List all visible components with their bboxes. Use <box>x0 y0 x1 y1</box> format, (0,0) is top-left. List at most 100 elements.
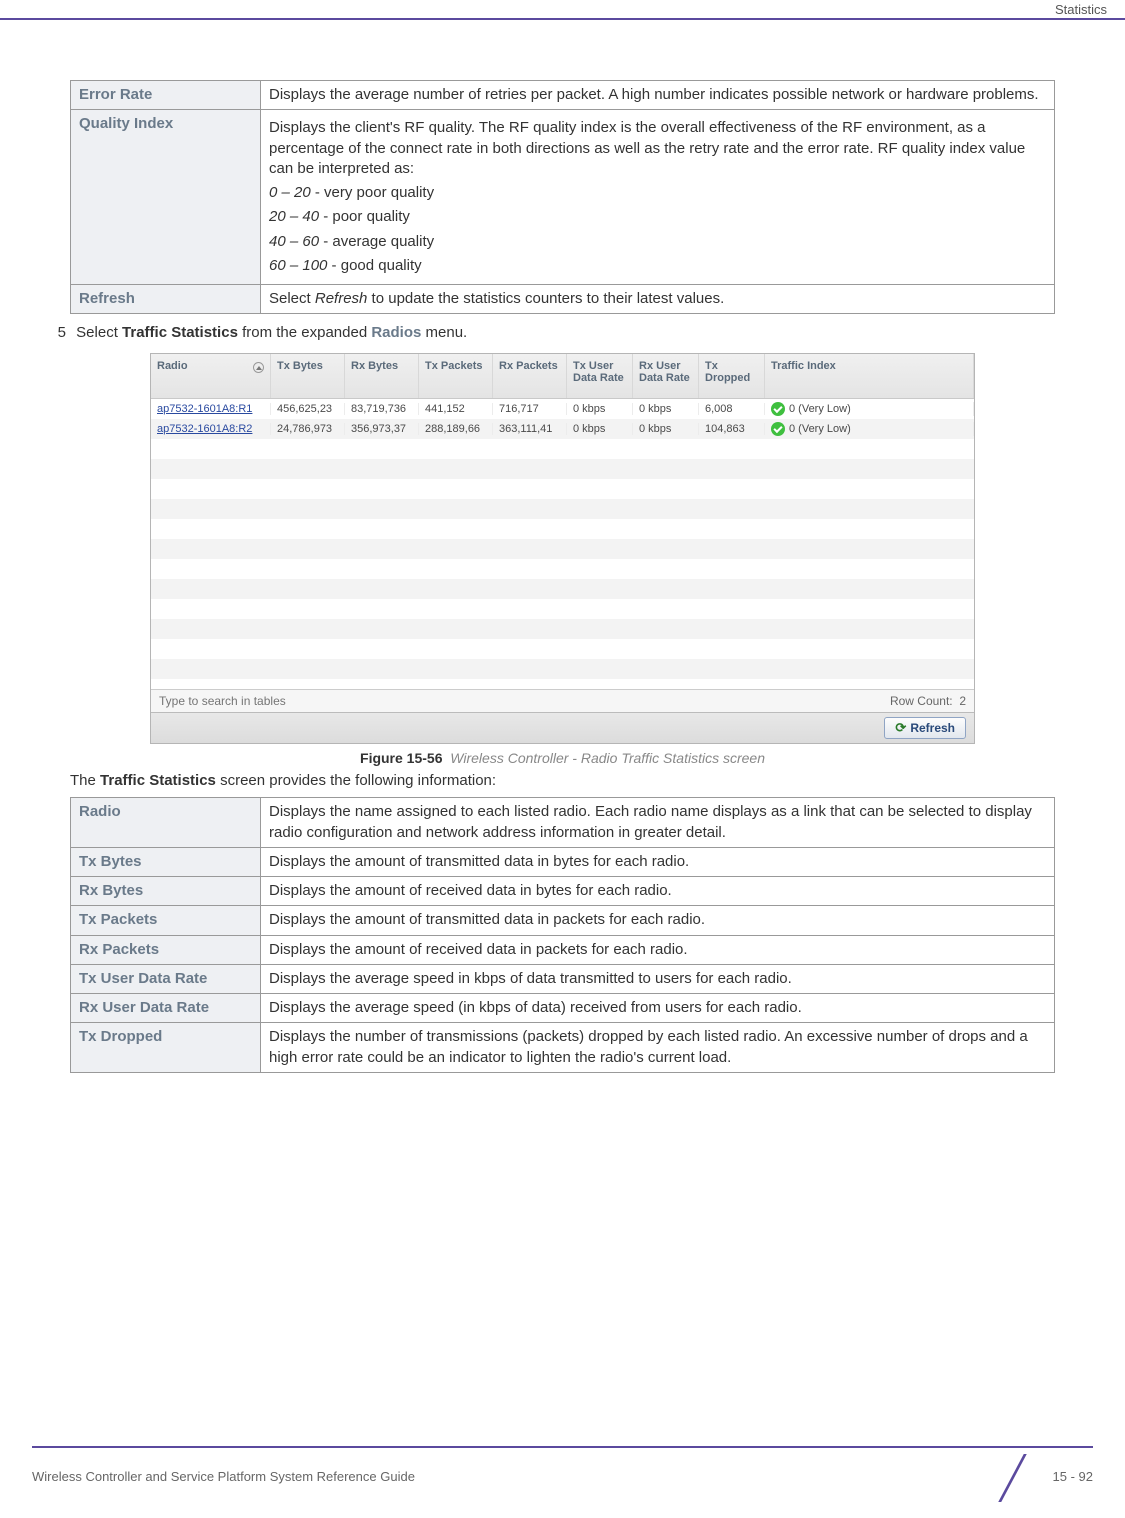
page-footer: Wireless Controller and Service Platform… <box>0 1446 1125 1496</box>
page-content: Error Rate Displays the average number o… <box>0 80 1125 1073</box>
footer-guide-title: Wireless Controller and Service Platform… <box>32 1469 415 1484</box>
col-header-txuser[interactable]: Tx User Data Rate <box>567 354 633 398</box>
cell-rxuser: 0 kbps <box>633 403 699 415</box>
table-row: Error Rate Displays the average number o… <box>71 81 1055 110</box>
col-header-radio[interactable]: Radio <box>151 354 271 398</box>
qi-range-line: 20 – 40 - poor quality <box>269 207 1046 227</box>
qi-range-line: 40 – 60 - average quality <box>269 232 1046 252</box>
footer-page-group: 15 - 92 <box>1003 1456 1093 1496</box>
qi-desc: - average quality <box>319 233 434 250</box>
col-header-rxbytes[interactable]: Rx Bytes <box>345 354 419 398</box>
qi-range-line: 0 – 20 - very poor quality <box>269 183 1046 203</box>
table-row: Rx PacketsDisplays the amount of receive… <box>71 935 1055 964</box>
cell-txbytes: 456,625,23 <box>271 403 345 415</box>
table-row: Quality Index Displays the client's RF q… <box>71 110 1055 285</box>
row-count: Row Count: 2 <box>890 694 966 708</box>
def-body: Displays the amount of transmitted data … <box>261 847 1055 876</box>
table-row: Rx User Data RateDisplays the average sp… <box>71 994 1055 1023</box>
qi-desc: - poor quality <box>319 208 410 225</box>
traffic-stats-grid: Radio Tx Bytes Rx Bytes Tx Packets Rx Pa… <box>150 353 975 744</box>
sort-icon[interactable] <box>253 362 264 373</box>
def-body: Select Refresh to update the statistics … <box>261 285 1055 314</box>
cell-txbytes: 24,786,973 <box>271 423 345 435</box>
def-label: Rx User Data Rate <box>71 994 261 1023</box>
refresh-button[interactable]: ⟳ Refresh <box>884 717 966 739</box>
col-header-txbytes[interactable]: Tx Bytes <box>271 354 345 398</box>
col-header-rxuser[interactable]: Rx User Data Rate <box>633 354 699 398</box>
cell-txpackets: 441,152 <box>419 403 493 415</box>
table-row[interactable]: ap7532-1601A8:R2 24,786,973 356,973,37 2… <box>151 419 974 439</box>
footer-rule <box>32 1446 1093 1448</box>
cell-rxbytes: 83,719,736 <box>345 403 419 415</box>
figure-caption: Figure 15-56 Wireless Controller - Radio… <box>150 750 975 766</box>
refresh-button-label: Refresh <box>910 721 955 735</box>
cell-txuser: 0 kbps <box>567 423 633 435</box>
cell-radio: ap7532-1601A8:R1 <box>151 403 271 415</box>
grid-searchbar: Row Count: 2 <box>151 689 974 712</box>
table-row: Tx PacketsDisplays the amount of transmi… <box>71 906 1055 935</box>
grid-header-row: Radio Tx Bytes Rx Bytes Tx Packets Rx Pa… <box>151 354 974 399</box>
step-bold: Traffic Statistics <box>122 324 238 341</box>
slash-icon <box>1003 1456 1043 1496</box>
table-row[interactable]: ap7532-1601A8:R1 456,625,23 83,719,736 4… <box>151 399 974 419</box>
refresh-suffix: to update the statistics counters to the… <box>367 290 724 307</box>
radio-link[interactable]: ap7532-1601A8:R1 <box>157 403 252 415</box>
def-label: Refresh <box>71 285 261 314</box>
qi-range: 40 – 60 <box>269 233 319 250</box>
cell-rxbytes: 356,973,37 <box>345 423 419 435</box>
intro-paragraph: The Traffic Statistics screen provides t… <box>70 772 1055 789</box>
qi-range: 0 – 20 <box>269 184 311 201</box>
check-icon <box>771 422 785 436</box>
refresh-icon: ⟳ <box>895 720 906 736</box>
col-header-txdropped[interactable]: Tx Dropped <box>699 354 765 398</box>
figure-caption-text: Wireless Controller - Radio Traffic Stat… <box>450 750 765 766</box>
def-label: Tx Packets <box>71 906 261 935</box>
col-header-trafficindex[interactable]: Traffic Index <box>765 354 974 398</box>
radio-link[interactable]: ap7532-1601A8:R2 <box>157 423 252 435</box>
cell-txpackets: 288,189,66 <box>419 423 493 435</box>
para-prefix: The <box>70 772 100 789</box>
para-bold: Traffic Statistics <box>100 772 216 789</box>
col-header-label: Radio <box>157 360 188 372</box>
cell-rxpackets: 716,717 <box>493 403 567 415</box>
cell-radio: ap7532-1601A8:R2 <box>151 423 271 435</box>
header-rule <box>0 18 1125 20</box>
check-icon <box>771 402 785 416</box>
def-body: Displays the number of transmissions (pa… <box>261 1023 1055 1073</box>
def-label: Tx Bytes <box>71 847 261 876</box>
qi-desc: - good quality <box>327 257 421 274</box>
grid-footer: ⟳ Refresh <box>151 712 974 743</box>
def-label: Quality Index <box>71 110 261 285</box>
refresh-em: Refresh <box>315 290 368 307</box>
step-line: 5 Select Traffic Statistics from the exp… <box>30 324 1055 341</box>
step-mid: from the expanded <box>238 324 371 341</box>
para-suffix: screen provides the following informatio… <box>216 772 496 789</box>
col-header-rxpackets[interactable]: Rx Packets <box>493 354 567 398</box>
ti-text: 0 (Very Low) <box>789 403 851 415</box>
table-row: Tx DroppedDisplays the number of transmi… <box>71 1023 1055 1073</box>
search-input[interactable] <box>159 694 419 708</box>
footer-row: Wireless Controller and Service Platform… <box>32 1456 1093 1496</box>
figure-label: Figure 15-56 <box>360 750 442 766</box>
table-row: Tx BytesDisplays the amount of transmitt… <box>71 847 1055 876</box>
def-label: Rx Bytes <box>71 877 261 906</box>
footer-page-number: 15 - 92 <box>1053 1469 1093 1484</box>
qi-range: 60 – 100 <box>269 257 327 274</box>
qi-desc: - very poor quality <box>311 184 434 201</box>
def-label: Radio <box>71 798 261 848</box>
def-body: Displays the client's RF quality. The RF… <box>261 110 1055 285</box>
cell-trafficindex: 0 (Very Low) <box>765 422 974 436</box>
def-label: Tx Dropped <box>71 1023 261 1073</box>
row-count-value: 2 <box>959 694 966 708</box>
step-suffix: menu. <box>421 324 467 341</box>
grid-body: ap7532-1601A8:R1 456,625,23 83,719,736 4… <box>151 399 974 689</box>
cell-rxpackets: 363,111,41 <box>493 423 567 435</box>
def-body: Displays the average speed (in kbps of d… <box>261 994 1055 1023</box>
table-row: Tx User Data RateDisplays the average sp… <box>71 964 1055 993</box>
ti-text: 0 (Very Low) <box>789 423 851 435</box>
def-body: Displays the amount of received data in … <box>261 877 1055 906</box>
cell-trafficindex: 0 (Very Low) <box>765 402 974 416</box>
def-body: Displays the name assigned to each liste… <box>261 798 1055 848</box>
col-header-txpackets[interactable]: Tx Packets <box>419 354 493 398</box>
cell-rxuser: 0 kbps <box>633 423 699 435</box>
